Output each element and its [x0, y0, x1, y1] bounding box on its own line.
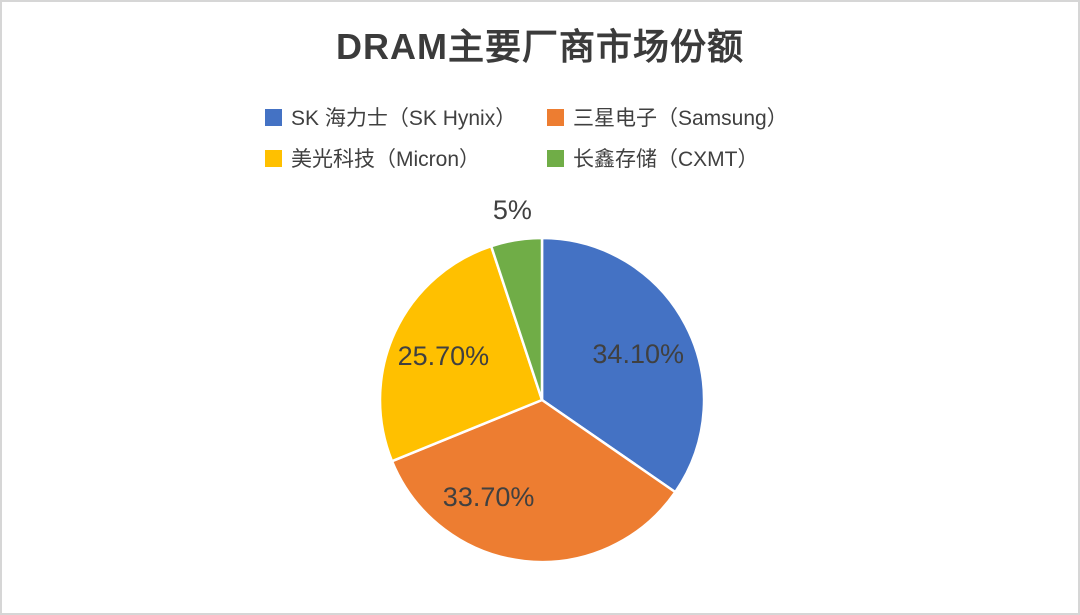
pie-slice-3[interactable]	[489, 236, 544, 402]
legend-item-micron[interactable]: 美光科技（Micron）	[265, 143, 547, 173]
legend-swatch-icon	[265, 108, 282, 126]
pie-slice-2[interactable]	[378, 244, 544, 463]
legend-swatch-icon	[547, 108, 564, 126]
legend-swatch-icon	[265, 149, 282, 167]
legend-label-samsung: 三星电子（Samsung）	[573, 107, 788, 130]
legend-label-cxmt: 长鑫存储（CXMT）	[573, 148, 759, 171]
legend-item-cxmt[interactable]: 长鑫存储（CXMT）	[547, 143, 788, 173]
legend-item-sk-hynix[interactable]: SK 海力士（SK Hynix）	[265, 102, 547, 132]
pie-label-3: 5%	[493, 195, 532, 225]
pie-slice-1[interactable]	[390, 398, 677, 564]
pie-slice-0[interactable]	[540, 236, 706, 494]
legend-item-samsung[interactable]: 三星电子（Samsung）	[547, 102, 788, 132]
legend: SK 海力士（SK Hynix） 三星电子（Samsung） 美光科技（Micr…	[265, 102, 788, 173]
legend-label-micron: 美光科技（Micron）	[291, 148, 481, 171]
chart-title: DRAM主要厂商市场份额	[336, 26, 744, 67]
legend-label-sk-hynix: SK 海力士（SK Hynix）	[291, 107, 517, 130]
legend-swatch-icon	[547, 149, 564, 167]
